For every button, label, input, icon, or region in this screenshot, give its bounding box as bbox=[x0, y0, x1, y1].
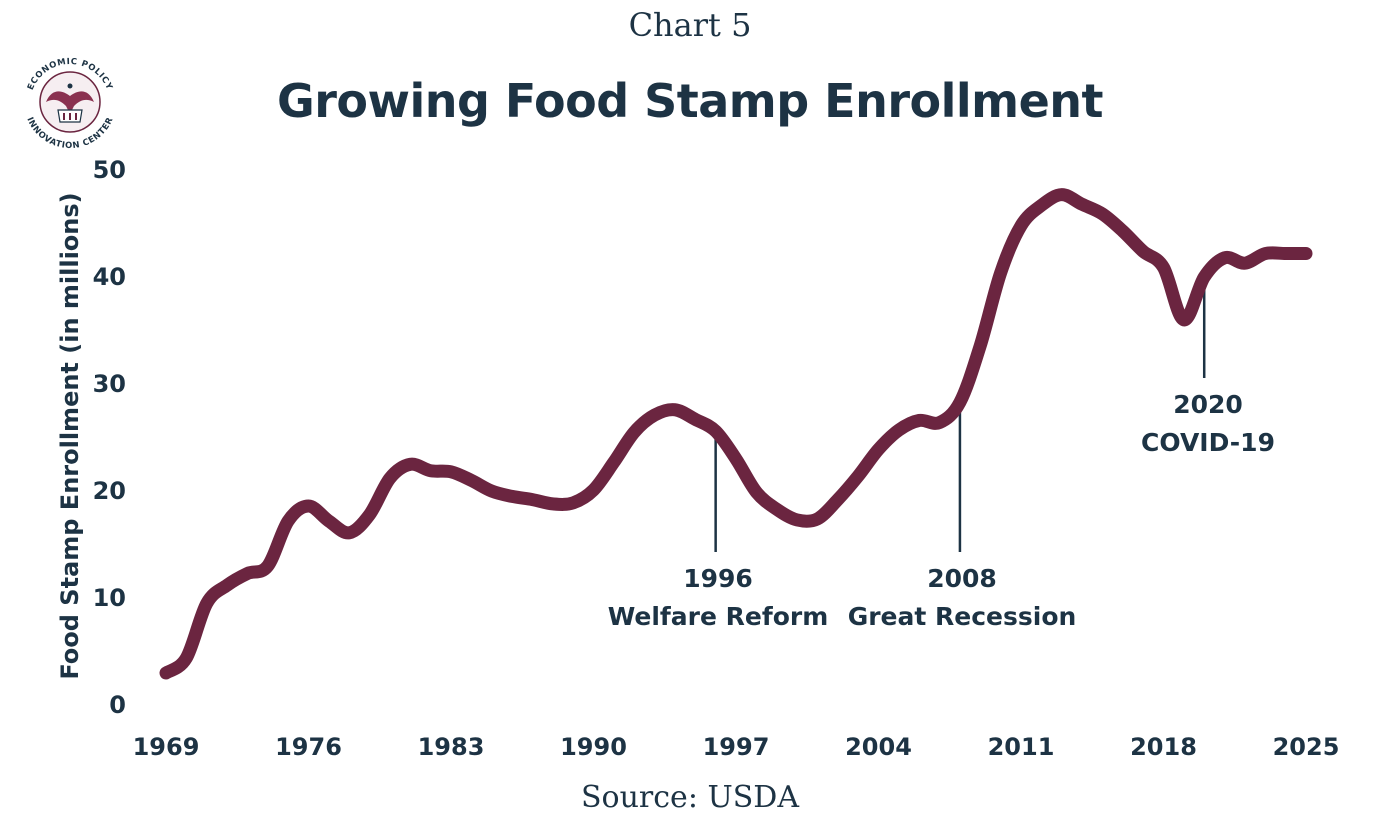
x-tick-label: 2018 bbox=[1130, 733, 1197, 761]
annotation-year: 2020 bbox=[1173, 390, 1243, 419]
x-tick-label: 1983 bbox=[418, 733, 485, 761]
y-tick-label: 20 bbox=[93, 477, 126, 505]
x-tick-label: 1990 bbox=[560, 733, 627, 761]
x-tick-label: 1997 bbox=[703, 733, 770, 761]
x-tick-label: 1976 bbox=[275, 733, 342, 761]
y-axis-title: Food Stamp Enrollment (in millions) bbox=[56, 192, 84, 679]
annotation-label: Welfare Reform bbox=[608, 602, 829, 631]
annotation-year: 1996 bbox=[683, 564, 753, 593]
x-tick-label: 2011 bbox=[988, 733, 1055, 761]
y-tick-label: 40 bbox=[93, 263, 126, 291]
enrollment-series-line bbox=[159, 188, 1313, 680]
chart-title: Growing Food Stamp Enrollment bbox=[276, 74, 1104, 128]
x-tick-label: 2025 bbox=[1273, 733, 1340, 761]
y-tick-label: 10 bbox=[93, 584, 126, 612]
economic-policy-innovation-center-logo: ECONOMIC POLICY INNOVATION CENTER bbox=[24, 57, 115, 151]
y-tick-label: 50 bbox=[93, 156, 126, 184]
y-tick-label: 30 bbox=[93, 370, 126, 398]
y-tick-label: 0 bbox=[109, 691, 126, 719]
annotations: 1996 Welfare Reform 2008 Great Recession 202… bbox=[608, 277, 1275, 631]
annotation-label: Great Recession bbox=[848, 602, 1077, 631]
y-axis: 0 10 20 30 40 50 bbox=[93, 156, 126, 719]
source-note: Source: USDA bbox=[580, 780, 800, 815]
chart-label: Chart 5 bbox=[628, 6, 752, 44]
x-axis: 1969 1976 1983 1990 1997 2004 2011 2018 2025 bbox=[133, 733, 1340, 761]
x-tick-label: 2004 bbox=[845, 733, 912, 761]
x-tick-label: 1969 bbox=[133, 733, 200, 761]
logo-eagle-icon bbox=[46, 91, 94, 114]
annotation-year: 2008 bbox=[927, 564, 997, 593]
annotation-label: COVID-19 bbox=[1141, 428, 1275, 457]
